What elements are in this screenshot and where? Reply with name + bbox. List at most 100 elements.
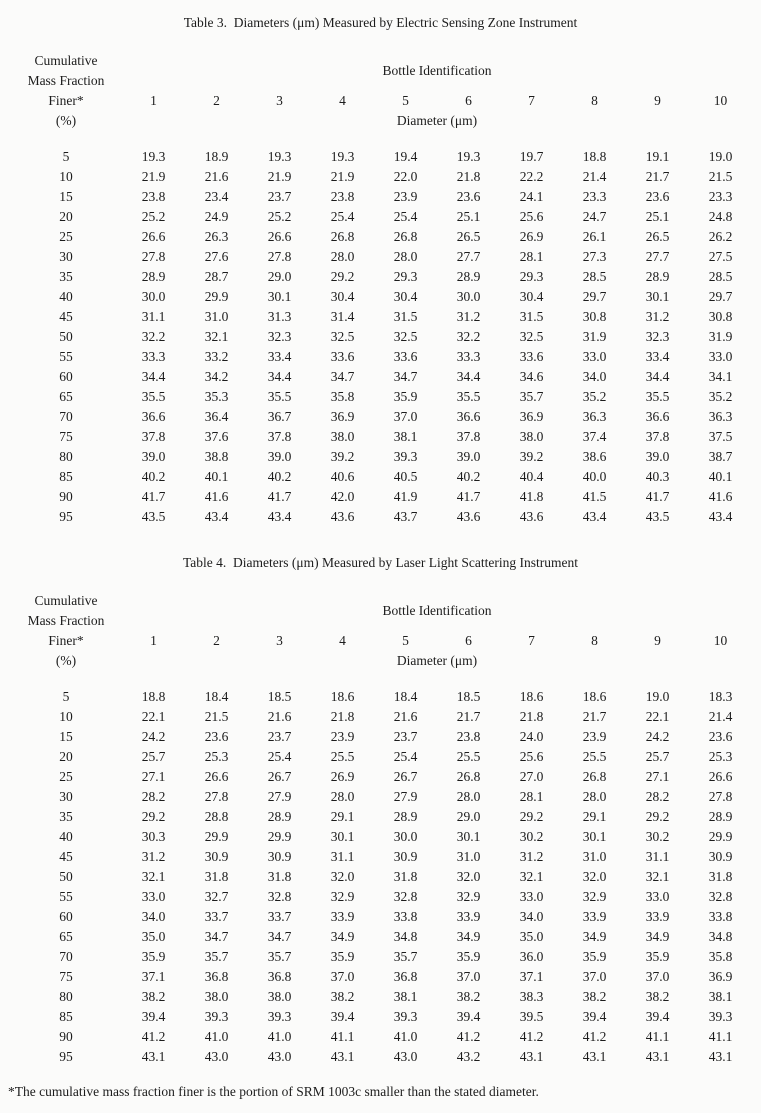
table-row: 85 39.4 39.3 39.3 39.4 39.3 39.4 39.5 39.4 39.4 39… xyxy=(0,1007,761,1027)
diameter-value-cell: 39.4 xyxy=(456,1009,481,1024)
diameter-value-cell: 34.7 xyxy=(267,929,292,944)
diameter-value-cell: 27.8 xyxy=(204,789,229,804)
table-row: 60 34.0 33.7 33.7 33.9 33.8 33.9 34.0 33.9 33.9 33… xyxy=(0,907,761,927)
diameter-value-cell: 26.6 xyxy=(708,769,733,784)
diameter-value-cell: 23.9 xyxy=(582,729,607,744)
mass-fraction-percent-cell: 25 xyxy=(59,769,73,784)
diameter-value-cell: 25.6 xyxy=(519,209,544,224)
row-header-line: Finer* xyxy=(48,633,84,648)
diameter-value-cell: 32.2 xyxy=(456,329,481,344)
diameter-value-cell: 25.4 xyxy=(267,749,292,764)
diameter-value-cell: 38.2 xyxy=(582,989,607,1004)
diameter-value-cell: 30.9 xyxy=(204,849,229,864)
bottle-id-header: 7 xyxy=(528,633,535,648)
diameter-value-cell: 27.5 xyxy=(708,249,733,264)
diameter-value-cell: 29.2 xyxy=(330,269,355,284)
diameter-value-cell: 30.9 xyxy=(267,849,292,864)
diameter-value-cell: 30.8 xyxy=(708,309,733,324)
diameter-value-cell: 33.6 xyxy=(519,349,544,364)
diameter-value-cell: 43.0 xyxy=(267,1049,292,1064)
diameter-value-cell: 34.0 xyxy=(582,369,607,384)
diameter-value-cell: 41.8 xyxy=(519,489,544,504)
mass-fraction-percent-cell: 90 xyxy=(59,1029,73,1044)
table-row: 50 32.2 32.1 32.3 32.5 32.5 32.2 32.5 31.9 32.3 31… xyxy=(0,327,761,347)
table-row: 75 37.1 36.8 36.8 37.0 36.8 37.0 37.1 37.0 37.0 36… xyxy=(0,967,761,987)
diameter-value-cell: 29.0 xyxy=(267,269,292,284)
mass-fraction-percent-cell: 65 xyxy=(59,929,73,944)
diameter-value-cell: 39.4 xyxy=(330,1009,355,1024)
diameter-value-cell: 23.6 xyxy=(645,189,670,204)
diameter-value-cell: 28.2 xyxy=(645,789,670,804)
table3-section: Table 3. Diameters (μm) Measured by Elec… xyxy=(0,0,761,527)
table-row: 55 33.0 32.7 32.8 32.9 32.8 32.9 33.0 32.9 33.0 32… xyxy=(0,887,761,907)
diameter-value-cell: 29.2 xyxy=(519,809,544,824)
table-row: 55 33.3 33.2 33.4 33.6 33.6 33.3 33.6 33.0 33.4 33… xyxy=(0,347,761,367)
diameter-value-cell: 33.6 xyxy=(393,349,418,364)
diameter-value-cell: 28.0 xyxy=(456,789,481,804)
diameter-value-cell: 35.9 xyxy=(645,949,670,964)
diameter-value-cell: 39.0 xyxy=(267,449,292,464)
table-row: 90 41.7 41.6 41.7 42.0 41.9 41.7 41.8 41.5 41.7 41… xyxy=(0,487,761,507)
diameter-value-cell: 39.0 xyxy=(645,449,670,464)
diameter-value-cell: 35.0 xyxy=(519,929,544,944)
diameter-value-cell: 32.5 xyxy=(330,329,355,344)
diameter-value-cell: 26.9 xyxy=(330,769,355,784)
diameter-value-cell: 36.8 xyxy=(204,969,229,984)
diameter-value-cell: 39.2 xyxy=(519,449,544,464)
diameter-value-cell: 37.6 xyxy=(204,429,229,444)
diameter-value-cell: 29.2 xyxy=(645,809,670,824)
diameter-value-cell: 29.9 xyxy=(204,289,229,304)
mass-fraction-percent-cell: 40 xyxy=(59,829,73,844)
diameter-value-cell: 31.8 xyxy=(708,869,733,884)
diameter-value-cell: 41.0 xyxy=(267,1029,292,1044)
table-row: 5 19.3 18.9 19.3 19.3 19.4 19.3 19.7 18.8 19.1 19.… xyxy=(0,147,761,167)
diameter-value-cell: 27.1 xyxy=(141,769,166,784)
diameter-value-cell: 40.1 xyxy=(204,469,229,484)
diameter-value-cell: 41.7 xyxy=(267,489,292,504)
bottle-id-numbers: 1 2 3 4 5 6 7 8 9 10 xyxy=(122,91,752,111)
diameter-value-cell: 21.5 xyxy=(708,169,733,184)
diameter-value-cell: 29.9 xyxy=(708,829,733,844)
diameter-value-cell: 38.2 xyxy=(456,989,481,1004)
diameter-value-cell: 27.3 xyxy=(582,249,607,264)
diameter-value-cell: 35.7 xyxy=(393,949,418,964)
diameter-value-cell: 21.6 xyxy=(204,169,229,184)
mass-fraction-percent-cell: 95 xyxy=(59,509,73,524)
diameter-value-cell: 21.7 xyxy=(582,709,607,724)
diameter-value-cell: 30.4 xyxy=(519,289,544,304)
diameter-value-cell: 21.8 xyxy=(456,169,481,184)
table-row: 80 39.0 38.8 39.0 39.2 39.3 39.0 39.2 38.6 39.0 38… xyxy=(0,447,761,467)
diameter-value-cell: 33.9 xyxy=(582,909,607,924)
diameter-value-cell: 39.4 xyxy=(141,1009,166,1024)
diameter-value-cell: 26.8 xyxy=(456,769,481,784)
diameter-value-cell: 41.1 xyxy=(330,1029,355,1044)
bottle-id-header: 7 xyxy=(528,93,535,108)
diameter-value-cell: 27.7 xyxy=(645,249,670,264)
diameter-value-cell: 38.1 xyxy=(393,989,418,1004)
diameter-value-cell: 33.0 xyxy=(519,889,544,904)
diameter-value-cell: 41.2 xyxy=(456,1029,481,1044)
diameter-value-cell: 35.2 xyxy=(708,389,733,404)
diameter-value-cell: 36.9 xyxy=(519,409,544,424)
diameter-value-cell: 24.9 xyxy=(204,209,229,224)
diameter-value-cell: 25.2 xyxy=(267,209,292,224)
diameter-value-cell: 23.9 xyxy=(330,729,355,744)
diameter-value-cell: 29.1 xyxy=(330,809,355,824)
diameter-value-cell: 35.8 xyxy=(330,389,355,404)
diameter-value-cell: 19.3 xyxy=(267,149,292,164)
diameter-value-cell: 37.8 xyxy=(645,429,670,444)
diameter-value-cell: 39.0 xyxy=(456,449,481,464)
diameter-value-cell: 33.9 xyxy=(645,909,670,924)
diameter-value-cell: 36.9 xyxy=(330,409,355,424)
diameter-value-cell: 26.6 xyxy=(204,769,229,784)
table-row: 95 43.5 43.4 43.4 43.6 43.7 43.6 43.6 43.4 43.5 43… xyxy=(0,507,761,527)
diameter-value-cell: 41.0 xyxy=(204,1029,229,1044)
diameter-value-cell: 30.8 xyxy=(582,309,607,324)
diameter-value-cell: 28.0 xyxy=(582,789,607,804)
diameter-value-cell: 38.0 xyxy=(330,429,355,444)
diameter-value-cell: 32.8 xyxy=(267,889,292,904)
table4-row-header: Cumulative Mass Fraction Finer* (%) xyxy=(10,591,122,671)
table-row: 45 31.2 30.9 30.9 31.1 30.9 31.0 31.2 31.0 31.1 30… xyxy=(0,847,761,867)
diameter-value-cell: 28.0 xyxy=(330,789,355,804)
diameter-value-cell: 30.9 xyxy=(708,849,733,864)
